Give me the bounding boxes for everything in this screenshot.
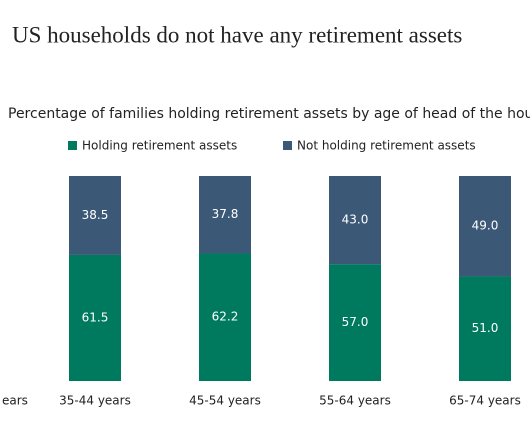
value-label: 37.8 — [212, 207, 239, 221]
legend-swatch — [68, 141, 77, 150]
bar-segment — [69, 176, 121, 255]
value-label: 38.5 — [82, 208, 109, 222]
value-label: 62.2 — [212, 310, 239, 324]
bar-segment — [459, 276, 511, 381]
bar-segment — [329, 264, 381, 381]
x-tick-label: 35-44 years — [59, 394, 131, 408]
x-tick-label: 65-74 years — [449, 394, 521, 408]
bar-segment — [459, 176, 511, 277]
x-tick-label: 45-54 years — [189, 394, 261, 408]
chart-title: US households do not have any retirement… — [12, 22, 462, 47]
legend-swatch — [283, 141, 292, 150]
bar-segment — [329, 176, 381, 265]
chart-subtitle: Percentage of families holding retiremen… — [8, 106, 530, 122]
bar-segment — [199, 176, 251, 254]
x-tick-label: ears — [2, 394, 28, 408]
value-label: 43.0 — [342, 213, 369, 227]
legend-label: Not holding retirement assets — [297, 139, 476, 153]
value-label: 49.0 — [472, 219, 499, 233]
x-tick-label: 55-64 years — [319, 394, 391, 408]
value-label: 57.0 — [342, 315, 369, 329]
bar-segment — [199, 253, 251, 381]
bar-segment — [69, 254, 121, 381]
legend-label: Holding retirement assets — [82, 139, 237, 153]
value-label: 61.5 — [82, 310, 109, 324]
value-label: 51.0 — [472, 321, 499, 335]
